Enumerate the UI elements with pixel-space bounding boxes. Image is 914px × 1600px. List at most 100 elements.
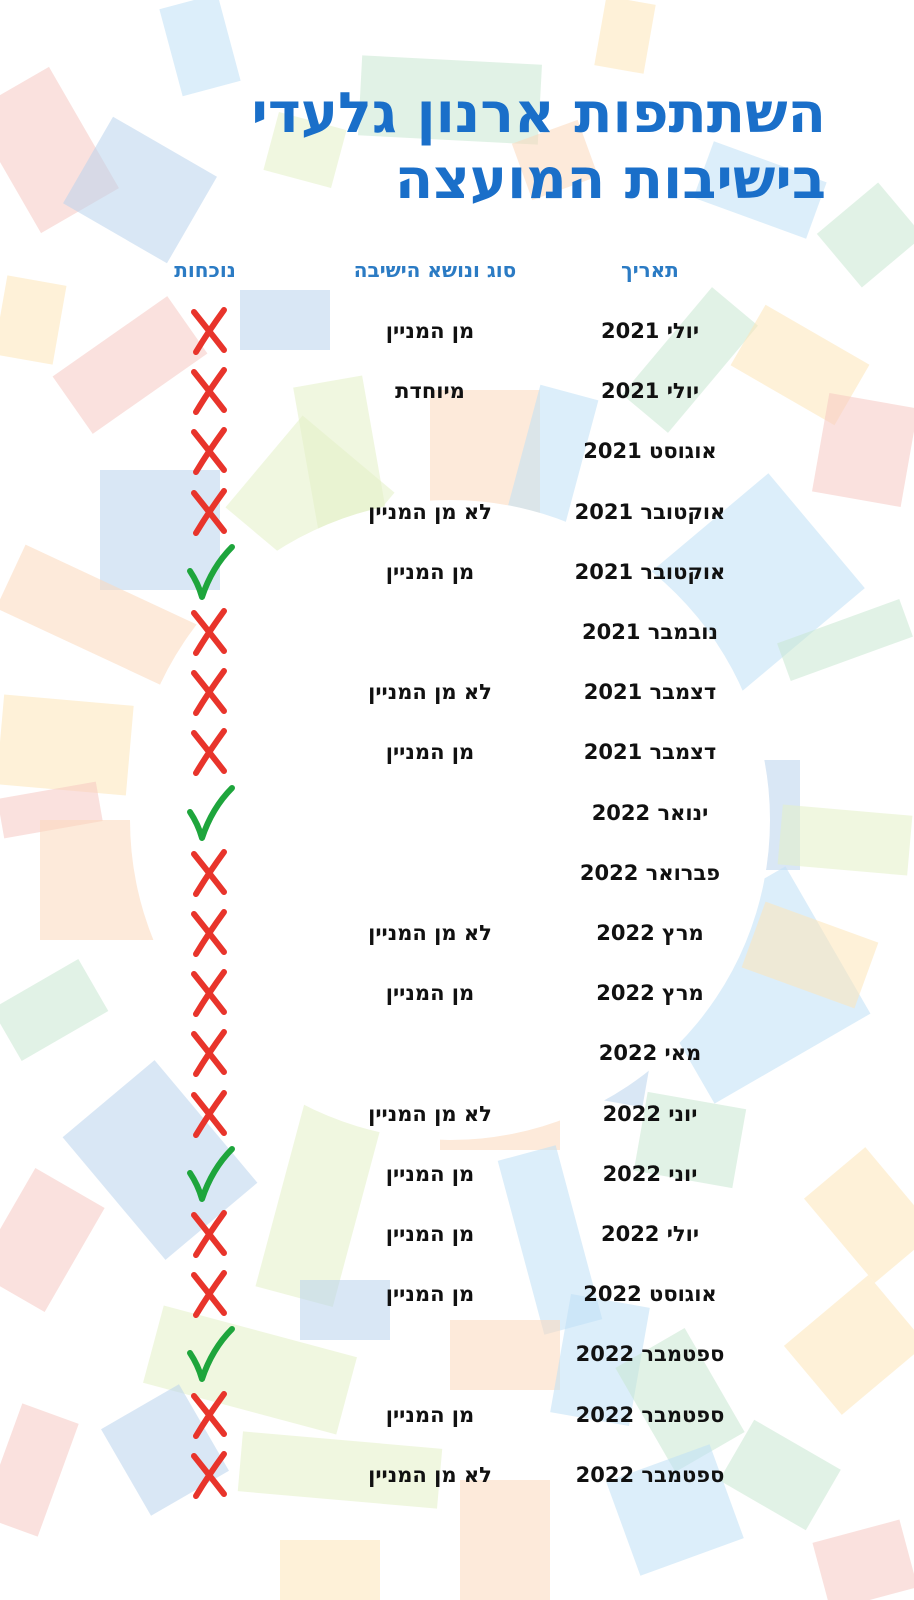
meeting-type: לא מן המניין xyxy=(368,921,492,945)
background-shape xyxy=(777,598,913,682)
date-column-header: תאריך xyxy=(621,258,679,282)
meeting-type: לא מן המניין xyxy=(368,1102,492,1126)
meeting-date: פברואר 2022 xyxy=(579,861,721,885)
x-mark-icon xyxy=(191,1090,227,1138)
meeting-type-column-header: סוג ונושא הישיבה xyxy=(353,258,517,282)
table-row: ספטמבר 2022 מן המניין xyxy=(0,1391,914,1439)
background-shape xyxy=(497,1145,603,1335)
background-shape xyxy=(777,804,913,876)
meeting-date: ספטמבר 2022 xyxy=(575,1463,725,1487)
table-row: נובמבר 2021 xyxy=(0,608,914,656)
background-shape xyxy=(812,392,914,508)
table-row: מרץ 2022 מן המניין xyxy=(0,969,914,1017)
meeting-type: מן המניין xyxy=(385,981,475,1005)
x-mark-icon xyxy=(191,969,227,1017)
background-shape xyxy=(804,1147,914,1283)
meeting-date: יולי 2022 xyxy=(600,1222,700,1246)
meeting-type: לא מן המניין xyxy=(368,1463,492,1487)
meeting-date: מרץ 2022 xyxy=(596,981,704,1005)
table-row: יולי 2021 מיוחדת xyxy=(0,367,914,415)
x-mark-icon xyxy=(191,1029,227,1077)
background-shape xyxy=(783,1275,914,1415)
background-shape xyxy=(550,1293,650,1427)
background-shape xyxy=(693,141,827,239)
x-mark-icon xyxy=(191,488,227,536)
background-shape xyxy=(0,694,134,796)
x-mark-icon xyxy=(191,1210,227,1258)
x-mark-icon xyxy=(191,1451,227,1499)
meeting-type xyxy=(340,858,520,888)
x-mark-icon xyxy=(191,728,227,776)
background-shape xyxy=(812,1519,914,1600)
x-mark-icon xyxy=(191,1391,227,1439)
table-row: אוגוסט 2022 מן המניין xyxy=(0,1270,914,1318)
page-title-line-1: השתתפות ארנון גלעדי xyxy=(251,81,826,146)
check-mark-icon xyxy=(187,544,235,600)
table-row: יולי 2022 מן המניין xyxy=(0,1210,914,1258)
meeting-type xyxy=(340,1339,520,1369)
background-shape xyxy=(594,0,656,74)
x-mark-icon xyxy=(191,909,227,957)
table-row: ינואר 2022 xyxy=(0,785,914,841)
meeting-type: מן המניין xyxy=(385,560,475,584)
meeting-date: דצמבר 2021 xyxy=(583,740,717,764)
x-mark-icon xyxy=(191,427,227,475)
meeting-date: אוקטובר 2021 xyxy=(574,500,726,524)
background-shape xyxy=(52,296,208,434)
table-row: ספטמבר 2022 xyxy=(0,1326,914,1382)
table-row: יוני 2022 מן המניין xyxy=(0,1146,914,1202)
meeting-type: מן המניין xyxy=(385,1222,475,1246)
background-shape xyxy=(237,1431,443,1509)
meeting-date: ינואר 2022 xyxy=(591,801,709,825)
background-shape xyxy=(63,116,217,264)
meeting-type: מן המניין xyxy=(385,1403,475,1427)
meeting-date: מרץ 2022 xyxy=(596,921,704,945)
meeting-type xyxy=(340,798,520,828)
background-shape xyxy=(741,901,879,1009)
background-shape xyxy=(240,290,330,350)
table-row: דצמבר 2021 לא מן המניין xyxy=(0,668,914,716)
meeting-type: מן המניין xyxy=(385,740,475,764)
meeting-date: אוקטובר 2021 xyxy=(574,560,726,584)
background-shape xyxy=(263,111,347,189)
meeting-type xyxy=(340,1038,520,1068)
meeting-date: דצמבר 2021 xyxy=(583,680,717,704)
x-mark-icon xyxy=(191,367,227,415)
x-mark-icon xyxy=(191,307,227,355)
meeting-date: נובמבר 2021 xyxy=(582,620,718,644)
meeting-date: יולי 2021 xyxy=(600,379,700,403)
meeting-type: לא מן המניין xyxy=(368,500,492,524)
table-row: יולי 2021 מן המניין xyxy=(0,307,914,355)
background-shape xyxy=(0,275,67,365)
background-shape xyxy=(450,1320,560,1390)
table-row: אוגוסט 2021 xyxy=(0,427,914,475)
x-mark-icon xyxy=(191,849,227,897)
meeting-type: מן המניין xyxy=(385,319,475,343)
background-shape xyxy=(501,384,599,546)
background-shape xyxy=(62,1060,258,1260)
background-center-circle xyxy=(130,500,770,1140)
background-shape xyxy=(615,1328,745,1472)
table-row: יוני 2022 לא מן המניין xyxy=(0,1090,914,1138)
meeting-date: מאי 2022 xyxy=(598,1041,702,1065)
background-shape xyxy=(255,1093,385,1307)
background-shape xyxy=(0,1403,79,1537)
page-title-line-2: בישיבות המועצה xyxy=(394,147,826,212)
check-mark-icon xyxy=(187,1326,235,1382)
background-shape xyxy=(159,0,241,97)
meeting-type: מן המניין xyxy=(385,1162,475,1186)
x-mark-icon xyxy=(191,608,227,656)
meeting-type xyxy=(340,617,520,647)
meeting-date: יוני 2022 xyxy=(602,1102,698,1126)
background-shape xyxy=(606,1444,744,1576)
meeting-type: לא מן המניין xyxy=(368,680,492,704)
x-mark-icon xyxy=(191,668,227,716)
meeting-type: מיוחדת xyxy=(395,379,465,403)
background-shape xyxy=(511,119,599,201)
meeting-type xyxy=(340,436,520,466)
background-shape xyxy=(633,1091,747,1189)
meeting-type: מן המניין xyxy=(385,1282,475,1306)
background-shape xyxy=(622,287,758,433)
meeting-date: יוני 2022 xyxy=(602,1162,698,1186)
background-shape xyxy=(816,182,914,288)
